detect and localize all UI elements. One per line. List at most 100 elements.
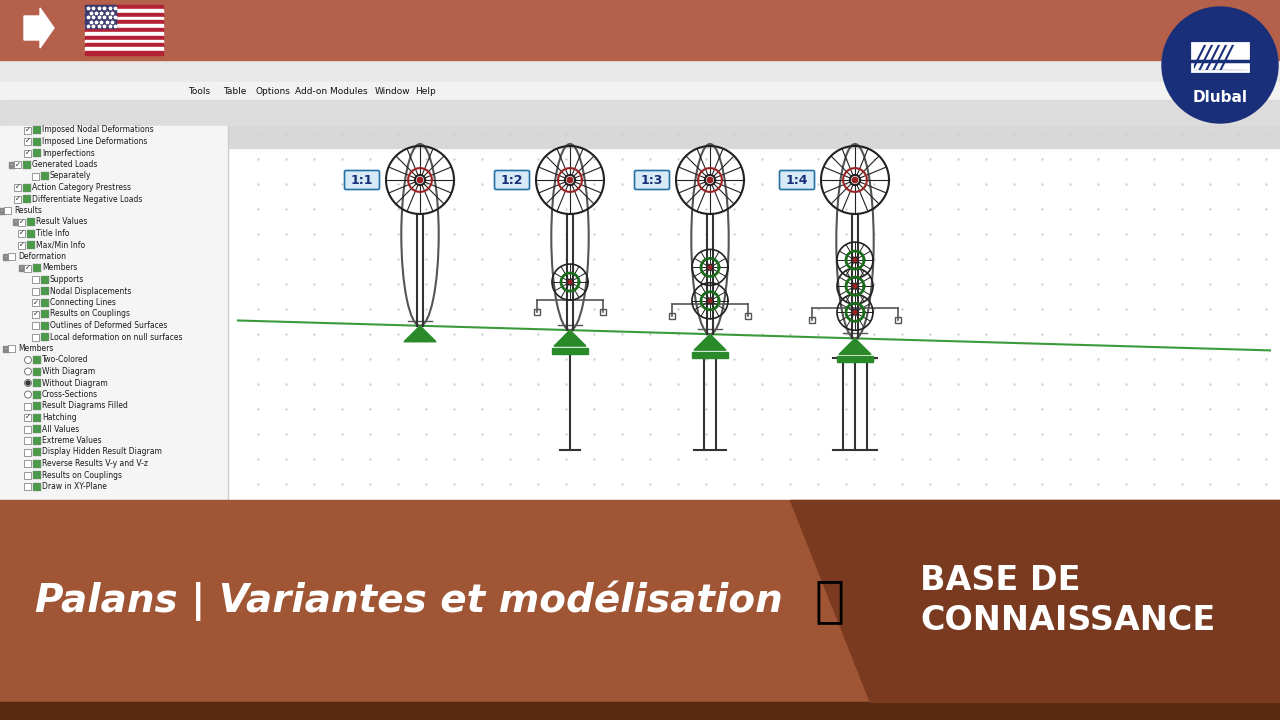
Bar bbox=[84, 32, 163, 36]
Bar bbox=[24, 150, 31, 156]
Text: Max/Min Info: Max/Min Info bbox=[36, 240, 86, 250]
Bar bbox=[24, 138, 31, 145]
Bar bbox=[32, 310, 38, 318]
Polygon shape bbox=[24, 8, 54, 48]
Bar bbox=[4, 207, 12, 214]
Bar bbox=[84, 43, 163, 48]
Bar bbox=[24, 472, 31, 479]
Text: Window: Window bbox=[375, 86, 411, 96]
Circle shape bbox=[568, 280, 572, 284]
Text: Differentiate Negative Loads: Differentiate Negative Loads bbox=[32, 194, 142, 204]
Bar bbox=[84, 40, 163, 43]
Circle shape bbox=[24, 356, 32, 364]
Text: Reverse Results V-y and V-z: Reverse Results V-y and V-z bbox=[42, 459, 148, 468]
Circle shape bbox=[708, 299, 712, 302]
Text: Palans | Variantes et modélisation: Palans | Variantes et modélisation bbox=[35, 581, 783, 621]
Bar bbox=[41, 287, 49, 295]
Bar bbox=[0, 100, 1280, 126]
Text: 1:3: 1:3 bbox=[641, 174, 663, 186]
FancyBboxPatch shape bbox=[635, 171, 669, 189]
Text: -: - bbox=[5, 254, 6, 259]
Bar bbox=[14, 196, 20, 202]
Text: Without Diagram: Without Diagram bbox=[42, 379, 108, 387]
Text: 1:4: 1:4 bbox=[786, 174, 808, 186]
Bar bbox=[33, 448, 41, 456]
Bar bbox=[24, 426, 31, 433]
Text: Two-Colored: Two-Colored bbox=[42, 356, 88, 364]
Bar bbox=[18, 218, 26, 225]
Text: ✓: ✓ bbox=[19, 219, 24, 225]
Bar bbox=[41, 172, 49, 180]
Bar bbox=[14, 184, 20, 191]
Bar bbox=[32, 322, 38, 329]
Text: Action Category Prestress: Action Category Prestress bbox=[32, 183, 131, 192]
Circle shape bbox=[26, 381, 29, 385]
Circle shape bbox=[24, 368, 32, 375]
Text: -: - bbox=[12, 162, 13, 167]
Bar bbox=[84, 48, 163, 51]
Text: ✓: ✓ bbox=[32, 300, 38, 305]
FancyBboxPatch shape bbox=[780, 171, 814, 189]
Bar bbox=[27, 241, 35, 249]
Text: Result Values: Result Values bbox=[36, 217, 87, 227]
Text: ✓: ✓ bbox=[14, 184, 20, 191]
Bar bbox=[84, 51, 163, 55]
Text: ✓: ✓ bbox=[24, 127, 31, 133]
Text: Imposed Nodal Deformations: Imposed Nodal Deformations bbox=[42, 125, 154, 135]
Bar bbox=[23, 195, 31, 203]
Bar bbox=[600, 309, 605, 315]
Text: -: - bbox=[1, 208, 3, 213]
Polygon shape bbox=[838, 338, 870, 354]
Text: 📖: 📖 bbox=[815, 577, 845, 625]
Bar bbox=[0, 60, 1280, 82]
Bar bbox=[84, 9, 163, 13]
Bar bbox=[228, 126, 1280, 500]
Text: Results on Couplings: Results on Couplings bbox=[42, 470, 122, 480]
Bar bbox=[24, 449, 31, 456]
Text: ✓: ✓ bbox=[19, 230, 24, 236]
Circle shape bbox=[24, 379, 32, 387]
Bar bbox=[84, 36, 163, 40]
Polygon shape bbox=[694, 334, 726, 350]
Circle shape bbox=[854, 258, 856, 262]
Bar bbox=[84, 20, 163, 24]
Text: ✓: ✓ bbox=[32, 311, 38, 317]
Text: Results: Results bbox=[14, 206, 42, 215]
Bar bbox=[84, 5, 116, 28]
Circle shape bbox=[854, 284, 856, 288]
Text: ✓: ✓ bbox=[24, 415, 31, 420]
Bar bbox=[41, 333, 49, 341]
Bar bbox=[534, 309, 540, 315]
Bar bbox=[0, 82, 1280, 100]
Text: -: - bbox=[20, 266, 23, 271]
Circle shape bbox=[1162, 7, 1277, 123]
Text: Separately: Separately bbox=[50, 171, 91, 181]
Bar bbox=[8, 345, 15, 352]
Bar bbox=[33, 402, 41, 410]
Bar bbox=[32, 276, 38, 283]
Circle shape bbox=[417, 177, 422, 183]
Bar bbox=[32, 173, 38, 179]
Text: Extreme Values: Extreme Values bbox=[42, 436, 101, 445]
Bar bbox=[0, 126, 1280, 148]
Bar bbox=[41, 299, 49, 307]
Circle shape bbox=[24, 391, 32, 398]
Bar bbox=[33, 138, 41, 145]
Bar bbox=[32, 287, 38, 294]
Polygon shape bbox=[404, 325, 436, 342]
Text: ✓: ✓ bbox=[14, 196, 20, 202]
Bar bbox=[24, 264, 31, 271]
Bar bbox=[0, 126, 228, 500]
Bar bbox=[0, 702, 1280, 720]
Text: Add-on Modules: Add-on Modules bbox=[294, 86, 367, 96]
Text: Help: Help bbox=[415, 86, 435, 96]
Bar bbox=[33, 356, 41, 364]
Bar bbox=[33, 413, 41, 421]
Bar bbox=[27, 230, 35, 238]
Bar bbox=[23, 161, 31, 168]
FancyBboxPatch shape bbox=[494, 171, 530, 189]
Bar bbox=[33, 425, 41, 433]
Text: Draw in XY-Plane: Draw in XY-Plane bbox=[42, 482, 106, 491]
Bar bbox=[33, 149, 41, 157]
Text: Tools: Tools bbox=[188, 86, 210, 96]
